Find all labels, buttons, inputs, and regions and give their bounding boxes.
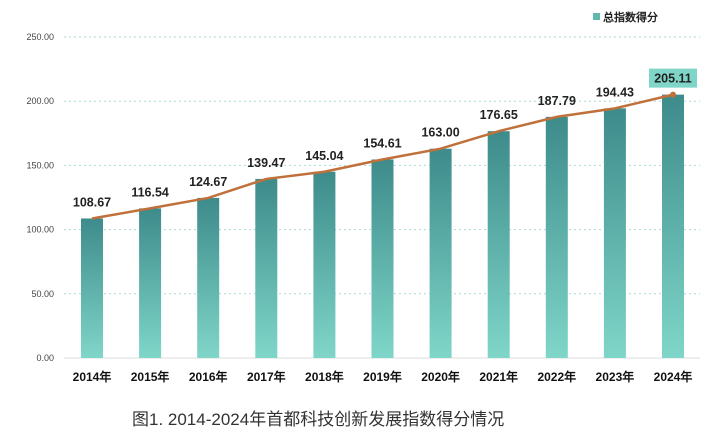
bar (139, 208, 162, 358)
y-tick-label: 250.00 (26, 32, 54, 42)
legend-label: 总指数得分 (603, 10, 658, 24)
bar (487, 131, 510, 358)
x-tick-label: 2024年 (654, 369, 693, 384)
x-tick-label: 2019年 (363, 369, 402, 384)
x-tick-label: 2015年 (131, 369, 170, 384)
highlight-box (649, 68, 697, 88)
y-tick-label: 150.00 (26, 160, 54, 170)
y-tick-label: 0.00 (36, 353, 54, 363)
data-label: 163.00 (421, 126, 459, 140)
bar (371, 159, 394, 358)
data-label: 124.67 (189, 175, 227, 189)
data-label: 116.54 (131, 185, 169, 199)
data-label: 176.65 (480, 108, 518, 122)
bar (603, 108, 626, 358)
x-tick-label: 2023年 (596, 369, 635, 384)
bar (313, 171, 336, 358)
x-tick-label: 2016年 (189, 369, 228, 384)
bar (81, 218, 103, 358)
bar (429, 148, 452, 358)
trend-line (91, 93, 674, 220)
y-tick-label: 50.00 (31, 289, 54, 299)
bar (255, 178, 278, 358)
y-tick-label: 200.00 (26, 96, 54, 106)
x-tick-label: 2017年 (247, 369, 286, 384)
data-label: 187.79 (538, 94, 576, 108)
x-tick-label: 2018年 (305, 369, 344, 384)
bar (197, 197, 220, 358)
data-label: 139.47 (247, 156, 285, 170)
x-tick-label: 2022年 (537, 369, 576, 384)
bar (662, 94, 684, 358)
y-tick-label: 100.00 (26, 225, 54, 235)
data-label: 108.67 (73, 195, 111, 209)
x-tick-label: 2014年 (73, 369, 112, 384)
data-label: 205.11 (654, 72, 692, 86)
chart-caption: 图1. 2014-2024年首都科技创新发展指数得分情况 (132, 410, 504, 429)
legend-swatch (593, 13, 600, 20)
data-label: 154.61 (363, 136, 401, 150)
data-label: 145.04 (305, 149, 343, 163)
x-tick-label: 2021年 (479, 369, 518, 384)
data-label: 194.43 (596, 85, 634, 99)
bar (545, 116, 568, 358)
x-tick-label: 2020年 (421, 369, 460, 384)
trend-line-end (670, 91, 676, 98)
